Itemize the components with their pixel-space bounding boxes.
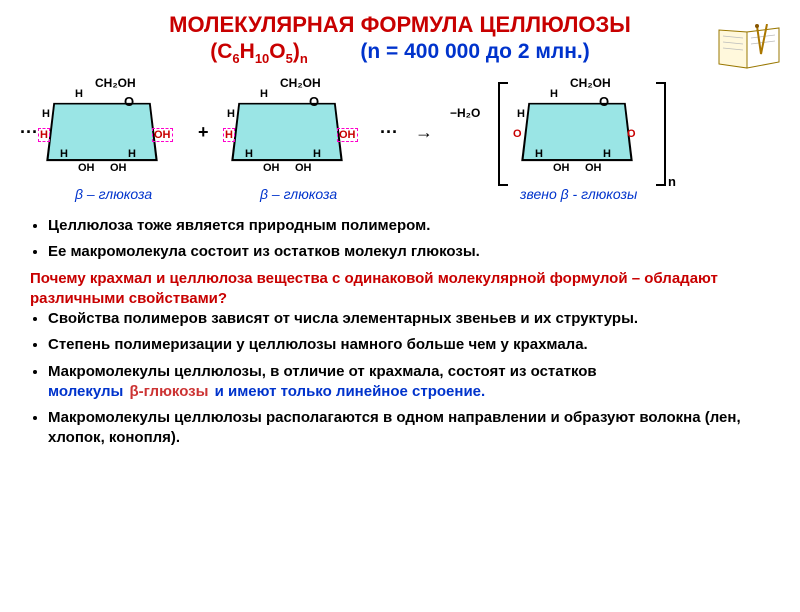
- bullet-2: Ее макромолекула состоит из остатков мол…: [48, 243, 480, 260]
- h-label: H: [75, 88, 83, 100]
- bracket-right: [656, 82, 666, 186]
- ch2oh-label: CH₂OH: [95, 76, 136, 90]
- oh-label: OH: [78, 162, 95, 174]
- ch2oh-label: CH₂OH: [280, 76, 321, 90]
- h-label: H: [517, 108, 525, 120]
- bullet-5b-pre: молекулы: [48, 383, 128, 400]
- bracket-left: [498, 82, 508, 186]
- bullet-list: Целлюлоза тоже является природным полиме…: [20, 210, 780, 461]
- oh-label: OH: [263, 162, 280, 174]
- bullet-1: Целлюлоза тоже является природным полиме…: [48, 217, 430, 234]
- bullet-5b-beta: β-глюкозы: [128, 382, 211, 402]
- formula-close: ): [293, 40, 300, 63]
- ring-o: O: [599, 94, 609, 109]
- oh-label: OH: [585, 162, 602, 174]
- ring-o: O: [309, 94, 319, 109]
- oh-dashed: OH: [337, 128, 358, 142]
- bullet-6: Макромолекулы целлюлозы располагаются в …: [48, 409, 741, 446]
- glucose-ring-3: CH₂OH O H H H H O OH OH O: [515, 88, 635, 163]
- h-label: H: [313, 148, 321, 160]
- formula-n: n: [300, 51, 308, 66]
- question-text: Почему крахмал и целлюлоза вещества с од…: [30, 269, 770, 310]
- bullet-3: Свойства полимеров зависят от числа элем…: [48, 310, 638, 327]
- h-label: H: [128, 148, 136, 160]
- n-range: (n = 400 000 до 2 млн.): [360, 40, 589, 63]
- bullet-4: Степень полимеризации у целлюлозы намног…: [48, 336, 588, 353]
- formula-c: 6: [232, 51, 239, 66]
- h-label: H: [60, 148, 68, 160]
- oh-label: OH: [295, 162, 312, 174]
- page-subtitle: (C6H10O5)n (n = 400 000 до 2 млн.): [0, 40, 800, 66]
- formula-part: (C: [210, 40, 232, 63]
- zveno-caption: звено β - глюкозы: [520, 186, 637, 202]
- minus-h2o: −H₂O: [450, 106, 480, 120]
- o-link-right: O: [627, 128, 636, 140]
- arrow: →: [415, 122, 433, 143]
- formula-h-label: H: [240, 40, 255, 63]
- formula-h: 10: [255, 51, 269, 66]
- h-dashed: H: [223, 128, 235, 142]
- plus-sign: +: [198, 122, 209, 143]
- formula-o-label: O: [269, 40, 285, 63]
- bullet-5a: Макромолекулы целлюлозы, в отличие от кр…: [48, 363, 597, 380]
- h-label: H: [535, 148, 543, 160]
- h-label: H: [245, 148, 253, 160]
- h-label: H: [603, 148, 611, 160]
- book-icon: [717, 24, 782, 74]
- dots-mid: ···: [380, 122, 398, 143]
- dots-left: ···: [20, 122, 38, 143]
- h-dashed: H: [38, 128, 50, 142]
- h-label: H: [227, 108, 235, 120]
- glucose-ring-2: CH₂OH O H H H H H OH OH OH: [225, 88, 345, 163]
- formula-o: 5: [286, 51, 293, 66]
- page-title: МОЛЕКУЛЯРНАЯ ФОРМУЛА ЦЕЛЛЮЛОЗЫ: [0, 12, 800, 38]
- h-label: H: [42, 108, 50, 120]
- o-link-left: O: [513, 128, 522, 140]
- bullet-5b-post: и имеют только линейное строение.: [210, 383, 485, 400]
- polymer-n: n: [668, 174, 676, 189]
- ch2oh-label: CH₂OH: [570, 76, 611, 90]
- beta-caption-2: β – глюкоза: [260, 186, 337, 202]
- beta-caption-1: β – глюкоза: [75, 186, 152, 202]
- ring-o: O: [124, 94, 134, 109]
- h-label: H: [260, 88, 268, 100]
- oh-dashed: OH: [152, 128, 173, 142]
- oh-label: OH: [110, 162, 127, 174]
- structure-diagram: ··· CH₂OH O H H H H H OH OH OH + CH₂OH O…: [20, 74, 780, 204]
- h-label: H: [550, 88, 558, 100]
- glucose-ring-1: CH₂OH O H H H H H OH OH OH: [40, 88, 160, 163]
- oh-label: OH: [553, 162, 570, 174]
